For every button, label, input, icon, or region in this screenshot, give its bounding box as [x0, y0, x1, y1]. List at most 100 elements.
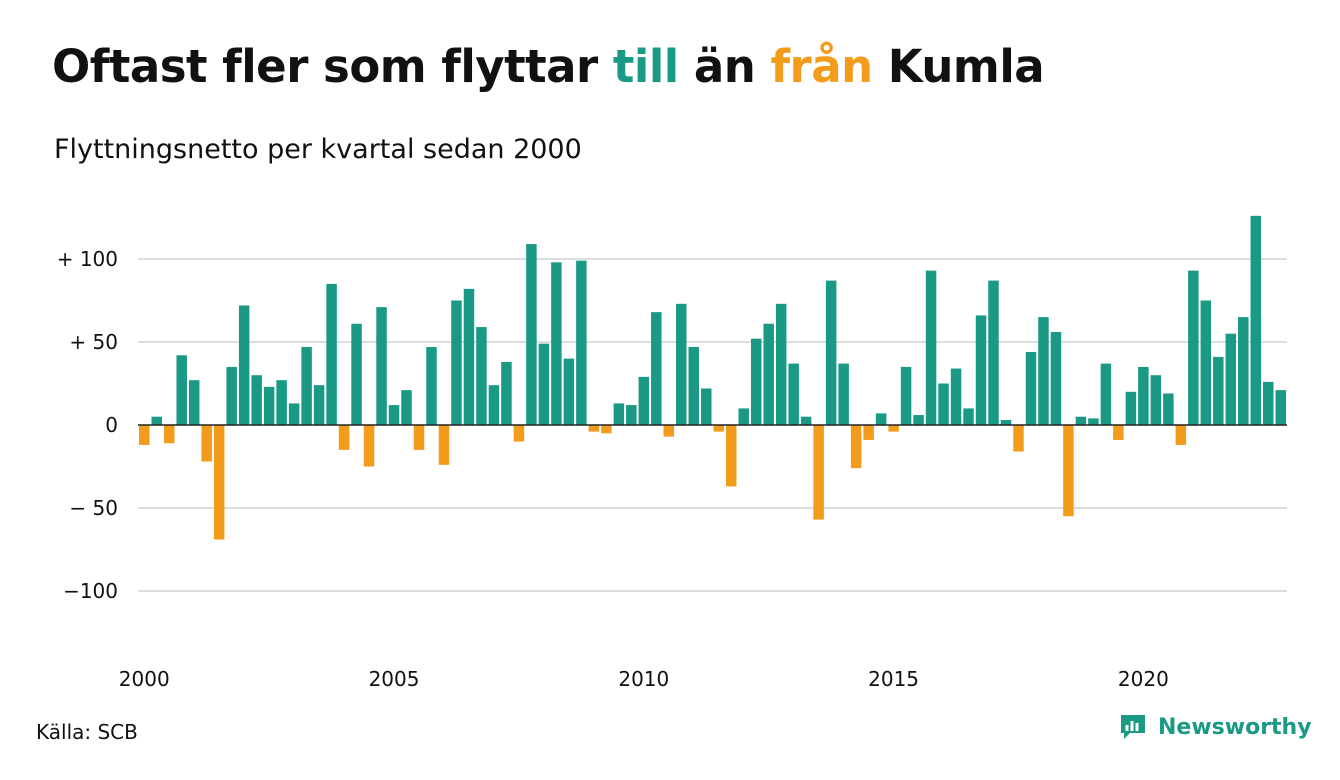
- bar: [938, 383, 949, 425]
- x-tick-label: 2000: [119, 667, 170, 691]
- bar: [638, 376, 650, 425]
- bar: [376, 307, 387, 425]
- bar: [863, 425, 874, 440]
- bar: [1050, 332, 1062, 425]
- bar: [1100, 363, 1112, 425]
- x-tick-label: 2020: [1118, 667, 1169, 691]
- bar: [688, 346, 700, 425]
- bar: [651, 312, 662, 425]
- bars: [139, 215, 1286, 540]
- source-credit: Källa: SCB: [36, 720, 138, 744]
- bar: [838, 363, 849, 425]
- bar: [576, 260, 587, 425]
- bar: [588, 425, 600, 432]
- brand-name: Newsworthy: [1158, 714, 1312, 740]
- bar: [176, 355, 187, 425]
- gridlines: [138, 258, 1287, 592]
- bar: [488, 385, 500, 425]
- bar: [1063, 425, 1074, 517]
- bar: [451, 300, 462, 425]
- bar: [351, 323, 362, 425]
- bar: [738, 408, 749, 425]
- bar: [238, 305, 250, 425]
- bar: [1163, 393, 1174, 425]
- bar: [725, 425, 737, 487]
- brand-logo[interactable]: Newsworthy: [1118, 712, 1312, 742]
- chart-subtitle: Flyttningsnetto per kvartal sedan 2000: [54, 134, 582, 165]
- y-tick-label: 0: [105, 413, 118, 437]
- bar: [188, 380, 200, 425]
- bar: [1188, 270, 1199, 425]
- chart-logo-icon: [1121, 715, 1145, 739]
- chart-title: Oftast fler som flyttar till än från Kum…: [52, 40, 1045, 93]
- bar: [975, 315, 987, 425]
- bar: [1150, 375, 1162, 425]
- bar: [813, 425, 824, 520]
- bar: [388, 405, 400, 425]
- bar: [963, 408, 974, 425]
- bar: [1263, 381, 1274, 425]
- bar: [563, 358, 575, 425]
- title-fran: från: [770, 40, 873, 93]
- bar: [1250, 215, 1262, 425]
- bar: [526, 244, 537, 425]
- bar: [1200, 300, 1212, 425]
- bar: [750, 338, 762, 425]
- bar: [1213, 356, 1224, 425]
- bar: [1013, 425, 1024, 452]
- bar: [1000, 420, 1012, 425]
- bar: [213, 425, 225, 540]
- bar: [601, 425, 612, 434]
- bar: [326, 283, 337, 425]
- bar: [313, 385, 325, 425]
- bar: [925, 270, 937, 425]
- bar: [775, 303, 787, 425]
- bar: [713, 425, 724, 432]
- bar: [438, 425, 450, 465]
- bar: [151, 416, 162, 425]
- bar: [276, 380, 287, 425]
- bar: [1225, 333, 1237, 425]
- bar: [763, 323, 774, 425]
- bar: [1125, 391, 1137, 425]
- title-part-2: än: [678, 40, 771, 93]
- bar: [1113, 425, 1124, 440]
- x-tick-label: 2015: [868, 667, 919, 691]
- bar: [251, 375, 262, 425]
- bar: [263, 386, 275, 425]
- bar: [226, 366, 237, 425]
- bar: [800, 416, 812, 425]
- bar: [401, 390, 412, 425]
- bar: [988, 280, 999, 425]
- y-tick-label: + 50: [69, 330, 118, 354]
- bar: [363, 425, 375, 467]
- bar: [1138, 366, 1149, 425]
- bar: [950, 368, 962, 425]
- bar: [900, 366, 912, 425]
- bar: [426, 346, 437, 425]
- bar: [676, 303, 687, 425]
- title-part-3: Kumla: [872, 40, 1045, 93]
- bar: [701, 388, 712, 425]
- bar: [788, 363, 799, 425]
- bar: [551, 262, 562, 425]
- bar: [1275, 390, 1286, 425]
- bar: [875, 413, 887, 425]
- bar: [139, 425, 150, 445]
- bar: [413, 425, 425, 450]
- title-till: till: [612, 40, 679, 93]
- bar: [1075, 416, 1087, 425]
- bar: [288, 403, 300, 425]
- bar: [513, 425, 525, 442]
- bar: [1175, 425, 1187, 445]
- bar: [1025, 351, 1037, 425]
- title-part-1: Oftast fler som flyttar: [52, 40, 613, 93]
- x-tick-label: 2010: [618, 667, 669, 691]
- bar: [850, 425, 862, 469]
- bar: [825, 280, 837, 425]
- bar: [888, 425, 899, 432]
- bar: [476, 327, 487, 425]
- x-axis: 2000 2005 2010 2015 2020: [119, 667, 1169, 691]
- bar: [1238, 317, 1249, 425]
- bar-chart: + 100 + 50 0 − 50 −100 2000 2005 2010 2015 2020: [57, 215, 1287, 691]
